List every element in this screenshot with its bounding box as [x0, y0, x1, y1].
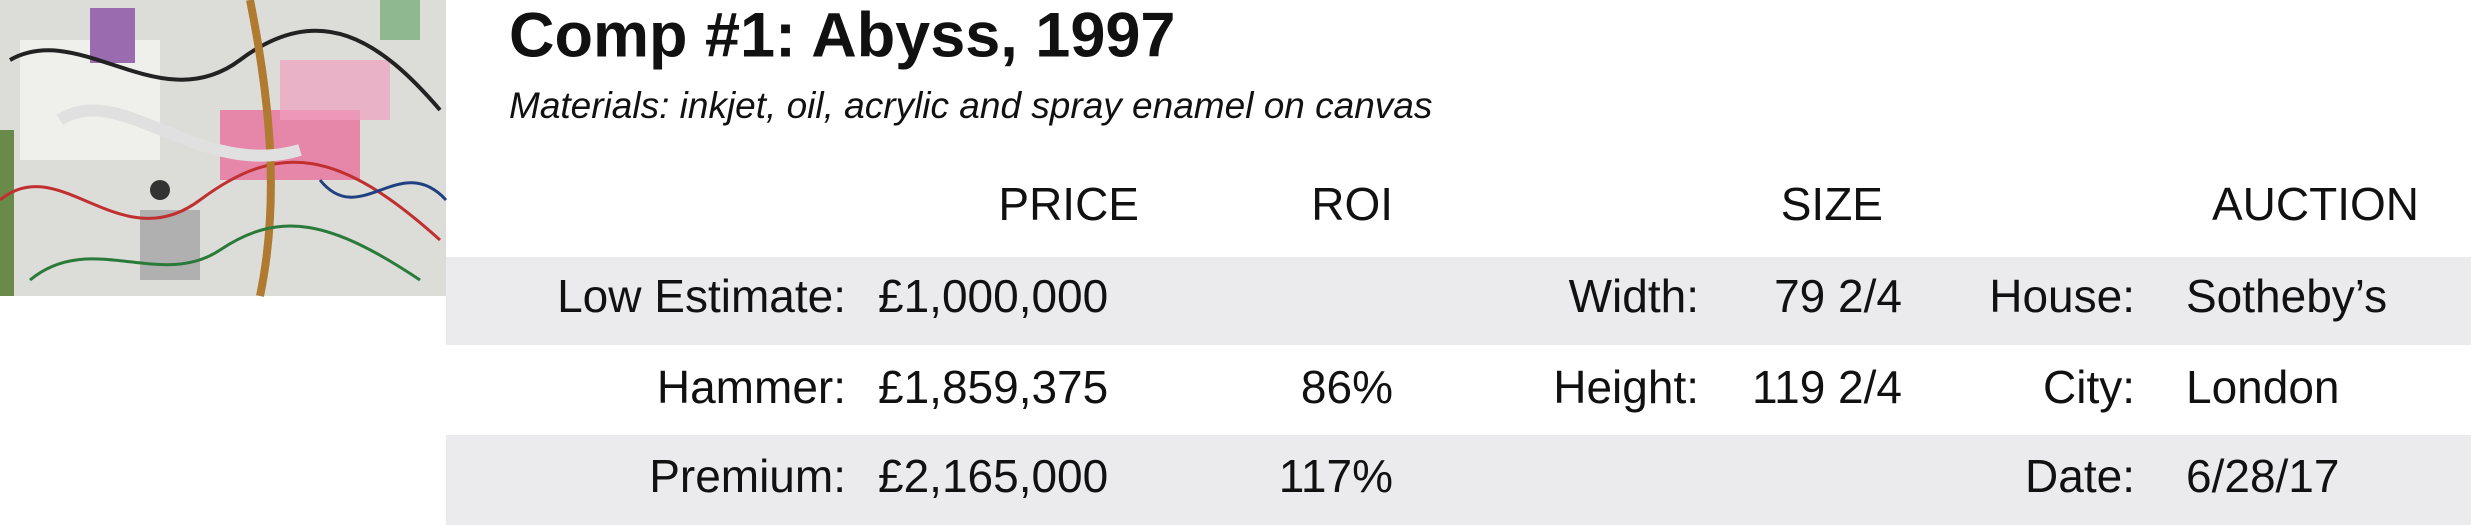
artwork-thumbnail — [0, 0, 448, 297]
table-cell: 117% — [1279, 450, 1393, 502]
table-cell: Premium: — [649, 450, 846, 502]
table-cell: £2,165,000 — [878, 450, 1108, 502]
table-cell: Hammer: — [657, 361, 846, 413]
column-header: AUCTION — [2212, 178, 2419, 230]
table-cell: City: — [2043, 361, 2135, 413]
row-band — [446, 435, 2471, 525]
row-band — [446, 257, 2471, 345]
table-cell: 86% — [1301, 361, 1393, 413]
table-cell: House: — [1989, 270, 2135, 322]
title: Comp #1: Abyss, 1997 — [509, 1, 1175, 71]
table-cell: Date: — [2025, 450, 2135, 502]
materials: Materials: inkjet, oil, acrylic and spra… — [509, 85, 1432, 126]
table-cell: Low Estimate: — [557, 270, 846, 322]
table-cell: Width: — [1569, 270, 1699, 322]
table-cell: £1,000,000 — [878, 270, 1108, 322]
column-header: ROI — [1311, 178, 1393, 230]
column-header: PRICE — [998, 178, 1139, 230]
table-cell: 119 2/4 — [1752, 361, 1902, 413]
table-cell: London — [2186, 361, 2340, 413]
table-cell: Sotheby’s — [2186, 270, 2387, 322]
table-cell: £1,859,375 — [878, 361, 1108, 413]
column-header: SIZE — [1781, 178, 1883, 230]
table-cell: 6/28/17 — [2186, 450, 2339, 502]
table-cell: 79 2/4 — [1774, 270, 1902, 322]
table-cell: Height: — [1553, 361, 1699, 413]
